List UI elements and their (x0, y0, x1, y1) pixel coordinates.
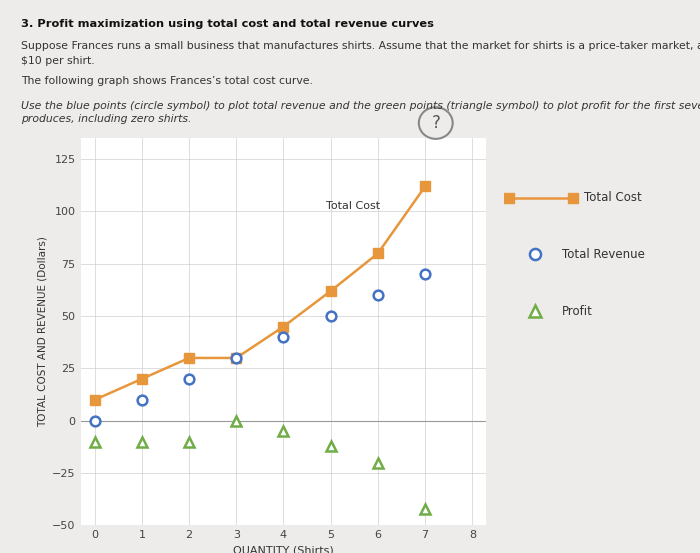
Text: $10 per shirt.: $10 per shirt. (21, 56, 94, 66)
Text: Total Cost: Total Cost (584, 191, 642, 204)
Text: Profit: Profit (562, 305, 593, 317)
Text: 3. Profit maximization using total cost and total revenue curves: 3. Profit maximization using total cost … (21, 19, 434, 29)
Text: The following graph shows Frances’s total cost curve.: The following graph shows Frances’s tota… (21, 76, 313, 86)
Y-axis label: TOTAL COST AND REVENUE (Dollars): TOTAL COST AND REVENUE (Dollars) (38, 236, 48, 427)
X-axis label: QUANTITY (Shirts): QUANTITY (Shirts) (233, 546, 334, 553)
Text: produces, including zero shirts.: produces, including zero shirts. (21, 114, 192, 124)
Text: Use the blue points (circle symbol) to plot total revenue and the green points (: Use the blue points (circle symbol) to p… (21, 101, 700, 111)
Text: Suppose Frances runs a small business that manufactures shirts. Assume that the : Suppose Frances runs a small business th… (21, 41, 700, 51)
Text: Total Cost: Total Cost (326, 201, 380, 211)
Text: ?: ? (431, 114, 440, 132)
Text: Total Revenue: Total Revenue (562, 248, 645, 261)
